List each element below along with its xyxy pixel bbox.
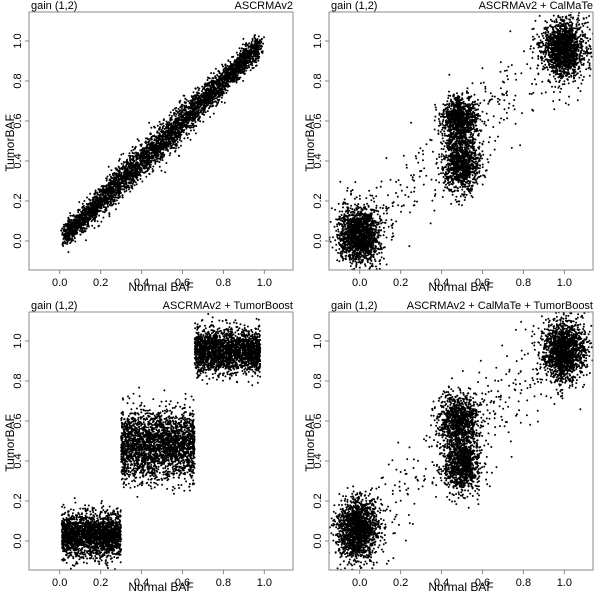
panel-title-right: ASCRMAv2 + CalMaTe [479, 0, 593, 12]
y-axis-label: TumorBAF [303, 93, 317, 193]
x-axis-label: Normal BAF [329, 580, 593, 594]
panel-title-left: gain (1,2) [31, 300, 77, 312]
panel-ascrmav2: 0.0 0.2 0.4 0.6 0.8 1.0 0.0 0.2 0.4 0.6 0.8 1.0 gai… [0, 0, 300, 300]
y-tick-label: 0.0 [12, 533, 24, 548]
y-tick-label: 0.2 [312, 193, 324, 208]
y-axis-label: TumorBAF [3, 93, 17, 193]
panel-title-left: gain (1,2) [331, 300, 377, 312]
scatter-plot: 0.0 0.2 0.4 0.6 0.8 1.00.00.20.40.60.81.0 [0, 0, 300, 300]
x-axis-label: Normal BAF [329, 280, 593, 294]
panel-ascrmav2-calmate-tumorboost: 0.0 0.2 0.4 0.6 0.8 1.0 0.0 0.2 0.4 0.6 0.8 1.0 gai… [300, 300, 600, 600]
panel-ascrmav2-tumorboost: 0.0 0.2 0.4 0.6 0.8 1.0 0.0 0.2 0.4 0.6 0.8 1.0 gai… [0, 300, 300, 600]
data-points [325, 0, 596, 292]
panel-title-left: gain (1,2) [31, 0, 77, 12]
panel-title-left: gain (1,2) [331, 0, 377, 12]
panel-title-right: ASCRMAv2 + TumorBoost [163, 300, 293, 312]
x-axis-label: Normal BAF [29, 580, 293, 594]
panel-title-right: ASCRMAv2 [235, 0, 293, 12]
y-tick-label: 0.2 [12, 193, 24, 208]
scatter-plot: 0.0 0.2 0.4 0.6 0.8 1.00.00.20.40.60.81.0 [300, 300, 600, 600]
scatter-plot: 0.0 0.2 0.4 0.6 0.8 1.00.00.20.40.60.81.0 [300, 0, 600, 300]
y-tick-label: 0.2 [12, 493, 24, 508]
y-tick-label: 0.8 [312, 373, 324, 388]
y-tick-label: 0.0 [312, 233, 324, 248]
scatter-plot: 0.0 0.2 0.4 0.6 0.8 1.00.00.20.40.60.81.0 [0, 300, 300, 600]
data-points [60, 34, 265, 253]
y-axis-label: TumorBAF [303, 393, 317, 493]
y-tick-label: 0.0 [12, 233, 24, 248]
data-points [61, 308, 261, 573]
y-tick-label: 1.0 [12, 333, 24, 348]
y-tick-label: 0.8 [12, 73, 24, 88]
data-points [321, 300, 600, 600]
y-tick-label: 1.0 [312, 33, 324, 48]
y-tick-label: 0.0 [312, 533, 324, 548]
y-axis-label: TumorBAF [3, 393, 17, 493]
panel-title-right: ASCRMAv2 + CalMaTe + TumorBoost [407, 300, 593, 312]
y-tick-label: 0.2 [312, 493, 324, 508]
y-tick-label: 1.0 [12, 33, 24, 48]
x-axis-label: Normal BAF [29, 280, 293, 294]
y-tick-label: 0.8 [12, 373, 24, 388]
y-tick-label: 1.0 [312, 333, 324, 348]
y-tick-label: 0.8 [312, 73, 324, 88]
panel-ascrmav2-calmate: 0.0 0.2 0.4 0.6 0.8 1.0 0.0 0.2 0.4 0.6 0.8 1.0 gai… [300, 0, 600, 300]
